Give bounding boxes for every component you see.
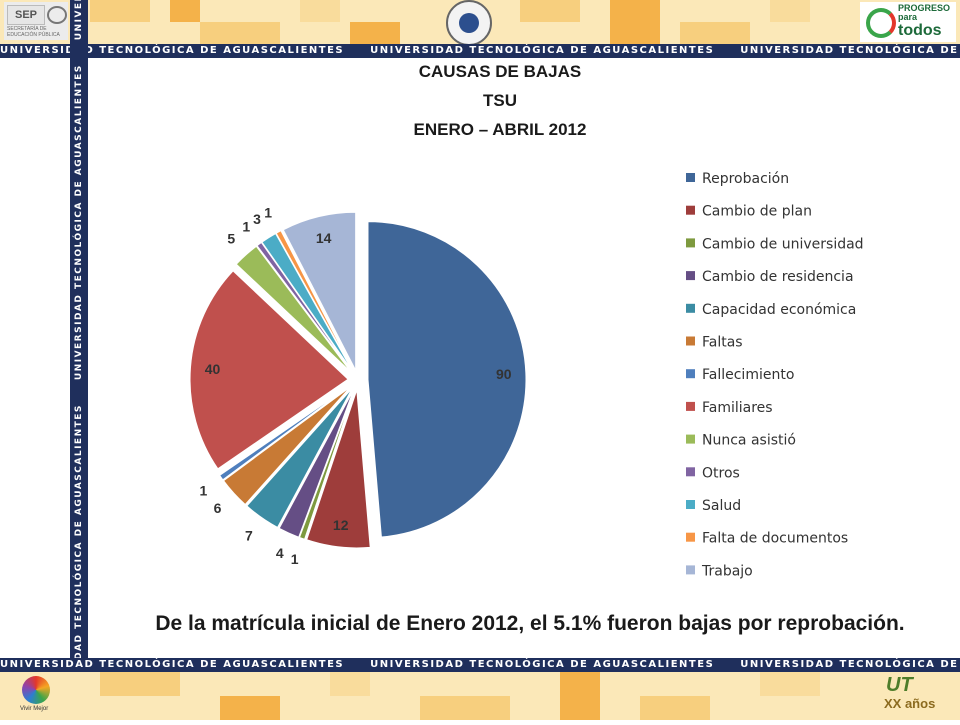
- data-label: 14: [316, 230, 332, 246]
- legend-swatch: [686, 369, 695, 379]
- data-label: 1: [199, 482, 207, 498]
- legend-label: Trabajo: [701, 563, 753, 579]
- legend-label: Fallecimiento: [702, 367, 794, 383]
- side-text: UNIVERSIDAD TECNOLÓGICA DE AGUASCALIENTE…: [70, 0, 88, 720]
- legend-label: Reprobación: [702, 171, 789, 187]
- bottom-band: UNIVERSIDAD TECNOLÓGICA DE AGUASCALIENTE…: [0, 658, 960, 672]
- eagle-icon: [47, 6, 67, 24]
- legend-swatch: [686, 467, 695, 477]
- legend-label: Faltas: [702, 335, 743, 351]
- vivir-mejor-logo: Vivir Mejor: [14, 676, 58, 716]
- pie-slice-nunca-asistió: [235, 245, 352, 373]
- data-label: 40: [205, 361, 221, 377]
- slide-title-line1: CAUSAS DE BAJAS: [418, 62, 582, 81]
- band-text: UNIVERSIDAD TECNOLÓGICA DE AGUASCALIENTE…: [740, 45, 960, 56]
- pie-slice-cambio-de-universidad: [298, 389, 356, 540]
- progreso-big-text: todos: [898, 22, 942, 39]
- data-label: 90: [496, 366, 512, 382]
- legend-swatch: [686, 401, 695, 411]
- legend-swatch: [686, 434, 695, 444]
- xx-anos-logo: UT XX años: [878, 674, 940, 716]
- pie-slice-capacidad-económica: [246, 387, 353, 529]
- legend-label: Familiares: [702, 400, 773, 416]
- legend-label: Cambio de universidad: [702, 236, 864, 252]
- pie-slice-trabajo: [282, 211, 357, 371]
- legend-label: Capacidad económica: [702, 302, 856, 318]
- pie-slice-faltas: [222, 386, 351, 506]
- side-band-text: UNIVERSIDAD TECNOLÓGICA DE AGUASCALIENTE…: [74, 0, 84, 40]
- legend-swatch: [686, 532, 695, 542]
- legend-label: Salud: [702, 498, 741, 514]
- side-strip: UNIVERSIDAD TECNOLÓGICA DE AGUASCALIENTE…: [70, 0, 88, 720]
- footer-tiles: [0, 672, 960, 720]
- xx-ut-text: UT: [886, 674, 913, 696]
- data-label: 12: [333, 517, 349, 533]
- legend-label: Cambio de plan: [702, 204, 812, 220]
- band-text: UNIVERSIDAD TECNOLÓGICA DE AGUASCALIENTE…: [0, 659, 345, 670]
- pie-slice-otros: [256, 241, 353, 373]
- xx-anos-text: XX años: [884, 696, 936, 711]
- progreso-logo: PROGRESO para todos: [860, 2, 956, 42]
- legend-swatch: [686, 565, 695, 575]
- pie-slice-fallecimiento: [219, 385, 351, 481]
- slide-title-line2: TSU: [483, 91, 517, 110]
- legend-swatch: [686, 205, 695, 215]
- legend-swatch: [686, 173, 695, 182]
- pie-slice-familiares: [189, 270, 349, 470]
- ut-seal-logo: [446, 0, 492, 46]
- data-label: 7: [245, 528, 253, 544]
- legend-swatch: [686, 271, 695, 281]
- top-banner: SEP SECRETARÍA DE EDUCACIÓN PÚBLICA PROG…: [0, 0, 960, 46]
- data-label: 6: [214, 500, 222, 516]
- legend-swatch: [686, 336, 695, 346]
- legend-swatch: [686, 303, 695, 313]
- band-text: UNIVERSIDAD TECNOLÓGICA DE AGUASCALIENTE…: [0, 45, 345, 56]
- legend-label: Cambio de residencia: [702, 269, 854, 285]
- legend-label: Falta de documentos: [702, 531, 848, 547]
- data-label: 5: [227, 230, 235, 246]
- sep-label: SEP: [7, 5, 45, 25]
- footnote: De la matrícula inicial de Enero 2012, e…: [155, 612, 905, 635]
- side-band-text: UNIVERSIDAD TECNOLÓGICA DE AGUASCALIENTE…: [74, 64, 84, 381]
- flower-icon: [22, 676, 50, 704]
- data-label: 1: [264, 205, 272, 221]
- pie-slice-cambio-de-residencia: [278, 388, 355, 538]
- progreso-icon: [866, 8, 896, 38]
- pie-slice-salud: [261, 232, 354, 372]
- pie-slice-falta-de-documentos: [275, 230, 354, 372]
- vivir-mejor-text: Vivir Mejor: [20, 706, 49, 712]
- pie-slice-cambio-de-plan: [306, 389, 371, 549]
- slide-title-line3: ENERO – ABRIL 2012: [413, 120, 587, 139]
- legend-swatch: [686, 500, 695, 509]
- data-label: 1: [242, 218, 250, 234]
- pie-slice-reprobación: [367, 221, 527, 538]
- legend-swatch: [686, 238, 695, 248]
- legend-label: Nunca asistió: [702, 433, 796, 449]
- legend-label: Otros: [702, 465, 740, 481]
- band-text: UNIVERSIDAD TECNOLÓGICA DE AGUASCALIENTE…: [740, 659, 960, 670]
- data-label: 4: [276, 545, 284, 561]
- band-text: UNIVERSIDAD TECNOLÓGICA DE AGUASCALIENTE…: [370, 659, 715, 670]
- band-text: UNIVERSIDAD TECNOLÓGICA DE AGUASCALIENTE…: [370, 45, 715, 56]
- sep-sub-label: SECRETARÍA DE EDUCACIÓN PÚBLICA: [7, 26, 60, 38]
- progreso-small-text: PROGRESO para: [898, 3, 951, 22]
- data-label: 3: [253, 211, 261, 227]
- sep-logo: SEP SECRETARÍA DE EDUCACIÓN PÚBLICA: [4, 2, 68, 40]
- bottom-banner: Vivir Mejor UT XX años: [0, 672, 960, 720]
- data-label: 1: [291, 551, 299, 567]
- top-band: UNIVERSIDAD TECNOLÓGICA DE AGUASCALIENTE…: [0, 44, 960, 58]
